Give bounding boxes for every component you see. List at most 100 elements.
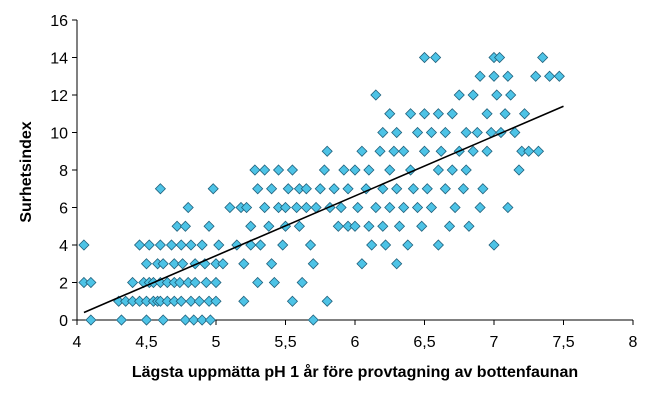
data-point: [363, 220, 375, 232]
data-point: [460, 126, 472, 139]
data-point: [328, 183, 340, 195]
data-point: [421, 183, 433, 195]
y-tick-label: 16: [50, 13, 68, 30]
data-point: [291, 201, 303, 214]
data-point: [416, 220, 428, 232]
data-point: [523, 145, 535, 157]
data-point: [391, 183, 403, 195]
data-point: [252, 183, 264, 195]
data-point: [449, 201, 461, 214]
x-tick-label: 4,5: [135, 334, 157, 351]
data-point: [544, 70, 556, 82]
data-point: [411, 201, 424, 214]
y-tick-label: 4: [59, 238, 68, 255]
data-point: [318, 164, 330, 176]
data-point: [418, 51, 431, 64]
data-point: [453, 89, 465, 101]
data-point: [439, 126, 451, 139]
data-point: [425, 201, 438, 214]
data-point: [491, 89, 503, 101]
y-tick-label: 2: [59, 276, 68, 293]
data-point: [238, 258, 250, 270]
data-point: [321, 295, 333, 307]
data-point: [241, 201, 253, 214]
data-point: [467, 89, 479, 101]
data-point: [78, 239, 90, 251]
trendline: [83, 105, 564, 314]
data-point: [446, 164, 458, 176]
x-tick-label: 5: [212, 334, 221, 351]
data-point: [430, 51, 442, 64]
x-tick-label: 7,5: [552, 334, 574, 351]
data-point: [446, 108, 458, 120]
data-point: [384, 108, 396, 120]
data-point: [509, 126, 521, 139]
data-point: [411, 126, 424, 139]
trendline-layer: [83, 105, 564, 314]
data-point: [175, 239, 187, 251]
data-point: [210, 295, 222, 307]
data-point: [174, 276, 186, 289]
data-point: [196, 314, 208, 326]
data-point: [188, 314, 200, 326]
data-point: [370, 201, 382, 214]
data-point: [493, 51, 506, 64]
data-point: [266, 258, 278, 270]
x-tick-label: 7: [490, 334, 499, 351]
data-point: [505, 89, 517, 101]
data-point: [374, 145, 386, 157]
data-point: [519, 108, 531, 120]
data-point: [179, 314, 191, 326]
data-point: [366, 239, 378, 251]
data-point: [502, 70, 514, 82]
data-point: [293, 220, 305, 232]
data-point: [282, 183, 294, 195]
data-point: [432, 164, 444, 176]
x-tick-label: 8: [629, 334, 638, 351]
data-point: [388, 145, 400, 157]
data-point: [203, 220, 215, 232]
data-point: [179, 220, 191, 232]
data-point: [321, 145, 333, 157]
data-point: [154, 239, 166, 251]
data-point: [171, 220, 183, 232]
data-point: [185, 295, 197, 307]
data-point: [85, 314, 97, 326]
data-point: [405, 108, 417, 120]
data-point: [398, 201, 410, 214]
data-point: [154, 183, 166, 195]
data-point: [332, 220, 344, 232]
data-point: [457, 183, 469, 195]
data-point: [140, 314, 153, 326]
data-point: [530, 70, 542, 82]
data-point: [314, 183, 326, 195]
data-point: [165, 239, 178, 251]
data-point: [286, 295, 299, 307]
data-point: [207, 183, 219, 195]
data-point: [391, 126, 403, 139]
y-tick-label: 6: [59, 201, 68, 218]
data-point: [432, 239, 444, 251]
data-point: [443, 220, 456, 232]
data-point: [143, 239, 155, 251]
data-point: [513, 164, 525, 176]
data-point: [418, 108, 431, 120]
data-point: [439, 183, 451, 195]
data-point: [499, 108, 511, 120]
data-point: [380, 239, 392, 251]
y-tick-label: 10: [50, 126, 68, 143]
data-point: [360, 183, 372, 195]
data-point: [300, 183, 312, 195]
data-point: [481, 108, 493, 120]
data-point: [259, 164, 271, 176]
data-point: [463, 220, 475, 232]
y-tick-label: 0: [59, 313, 68, 330]
data-point: [217, 258, 229, 270]
data-point: [407, 183, 419, 195]
tick-labels-layer: 0 2 4 6 8 10 12 14 16 4 4,5 5 5,5 6 6,5 7 7,5 8: [50, 13, 637, 351]
data-point: [300, 201, 312, 214]
data-point: [204, 314, 217, 326]
data-point: [182, 201, 194, 214]
data-point: [393, 220, 406, 232]
